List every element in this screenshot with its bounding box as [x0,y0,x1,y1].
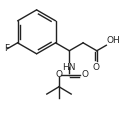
Text: O: O [81,70,88,79]
Text: F: F [4,44,9,53]
Text: O: O [56,70,62,79]
Text: OH: OH [107,36,121,45]
Text: O: O [93,63,100,72]
Text: HN: HN [63,63,76,72]
